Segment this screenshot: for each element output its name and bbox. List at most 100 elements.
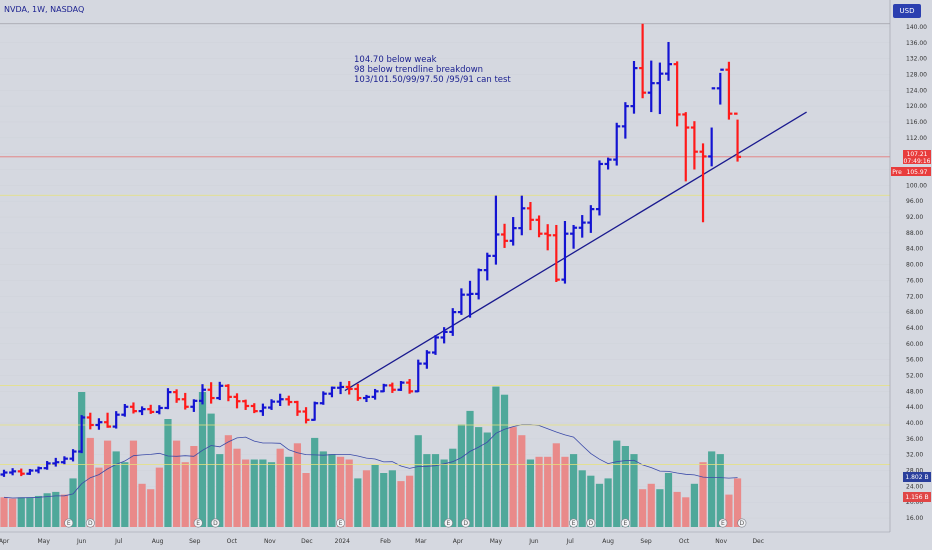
marker-letter: E [572, 520, 576, 527]
marker-letter: D [740, 520, 745, 527]
time-tick-label: May [490, 538, 503, 545]
price-tick-label: 140.00 [906, 24, 927, 31]
ohlc-bar [690, 121, 698, 170]
volume-bar [60, 494, 69, 527]
price-tick-label: 20.00 [906, 499, 923, 506]
ohlc-bar [26, 468, 34, 475]
ohlc-bar [155, 405, 163, 415]
currency-badge[interactable]: USD [893, 4, 921, 18]
ohlc-bar [86, 412, 94, 430]
volume-bar [242, 459, 250, 527]
volume-bar [216, 454, 224, 527]
price-tick-label: 40.00 [906, 420, 923, 427]
volume-bar [414, 435, 422, 527]
marker-letter: E [623, 520, 627, 527]
ohlc-bar [535, 215, 543, 238]
earnings-marker-icon [64, 518, 74, 528]
dividend-marker-icon [85, 518, 95, 528]
ohlc-bar [483, 252, 491, 281]
ohlc-bar [242, 399, 250, 410]
marker-letter: E [339, 520, 343, 527]
volume-bar [406, 475, 414, 527]
ohlc-bar [665, 41, 673, 81]
ohlc-bar [60, 456, 68, 465]
time-tick-label: Aug [602, 538, 614, 545]
volume-bar [147, 489, 155, 527]
price-tick-label: 60.00 [906, 341, 923, 348]
volume-bar [336, 456, 345, 527]
ohlc-bars [0, 23, 742, 477]
volume-bar [449, 448, 457, 527]
volume-bar [725, 494, 733, 527]
price-tick-label: 132.00 [906, 56, 927, 63]
volume-layer [0, 386, 742, 527]
ohlc-bar [69, 449, 77, 462]
volume-bar [483, 432, 491, 527]
time-tick-label: Apr [0, 538, 10, 545]
pre-market-value: 105.97 [907, 169, 928, 176]
volume-bar [561, 456, 569, 527]
volume-bar [604, 478, 612, 527]
volume-bar [190, 446, 198, 527]
ohlc-bar [526, 201, 534, 231]
ohlc-bar [604, 157, 612, 170]
annotation-line-3: 103/101.50/99/97.50 /95/91 can test [354, 75, 511, 85]
volume-bar [103, 440, 112, 527]
ohlc-bar [457, 288, 465, 315]
volume-bar [224, 435, 232, 527]
price-tick-label: 68.00 [906, 309, 923, 316]
ohlc-bar [621, 102, 629, 139]
ohlc-bar [423, 350, 431, 369]
ohlc-bar [9, 468, 17, 476]
ohlc-bar [293, 400, 301, 416]
ohlc-bar [440, 327, 448, 344]
ohlc-bar [302, 407, 310, 424]
volume-primary-text: 1.802 B [905, 474, 928, 481]
horizontal-lines [0, 23, 890, 466]
ohlc-bar [518, 195, 526, 236]
volume-bar [293, 443, 302, 527]
pre-market-label: Pre [892, 169, 902, 176]
ohlc-bar [587, 205, 595, 233]
price-tick-label: 128.00 [906, 71, 927, 78]
earnings-marker-icon [569, 518, 579, 528]
volume-bar [630, 454, 638, 527]
volume-bar [285, 456, 293, 527]
marker-letter: E [721, 520, 725, 527]
ohlc-bar [544, 224, 552, 251]
time-axis: Apr May Jun Jul Aug Sep Oct Nov Dec 2024 Feb Mar Apr… [0, 531, 890, 545]
ohlc-bar [198, 384, 206, 405]
price-tick-label: 76.00 [906, 277, 923, 284]
ohlc-bar [595, 160, 603, 216]
price-grid [0, 26, 890, 519]
volume-bar [345, 459, 353, 527]
volume-bar [621, 446, 629, 527]
ohlc-bar [121, 404, 129, 417]
volume-bar [526, 459, 535, 527]
ohlc-bar [276, 393, 284, 406]
current-price-tag [903, 150, 931, 164]
volume-bar [518, 435, 526, 527]
volume-bar [362, 470, 371, 527]
earnings-marker-icon [193, 518, 203, 528]
volume-bar [535, 456, 543, 527]
ohlc-bar [673, 61, 681, 127]
volume-bar [656, 489, 664, 527]
chart-annotation: 104.70 below weak 98 below trendline bre… [354, 55, 511, 85]
ohlc-bar [138, 406, 146, 416]
ohlc-bar [181, 392, 189, 410]
ohlc-bar [285, 395, 293, 406]
volume-bar [639, 489, 647, 527]
earnings-marker-icon [443, 518, 453, 528]
annotation-line-2: 98 below trendline breakdown [354, 65, 484, 75]
price-tick-label: 48.00 [906, 388, 923, 395]
ohlc-bar [0, 469, 8, 477]
ohlc-bar [216, 381, 224, 401]
volume-bar [388, 470, 396, 527]
price-tick-label: 44.00 [906, 404, 923, 411]
ohlc-bar [406, 379, 414, 394]
volume-bar [492, 386, 500, 527]
